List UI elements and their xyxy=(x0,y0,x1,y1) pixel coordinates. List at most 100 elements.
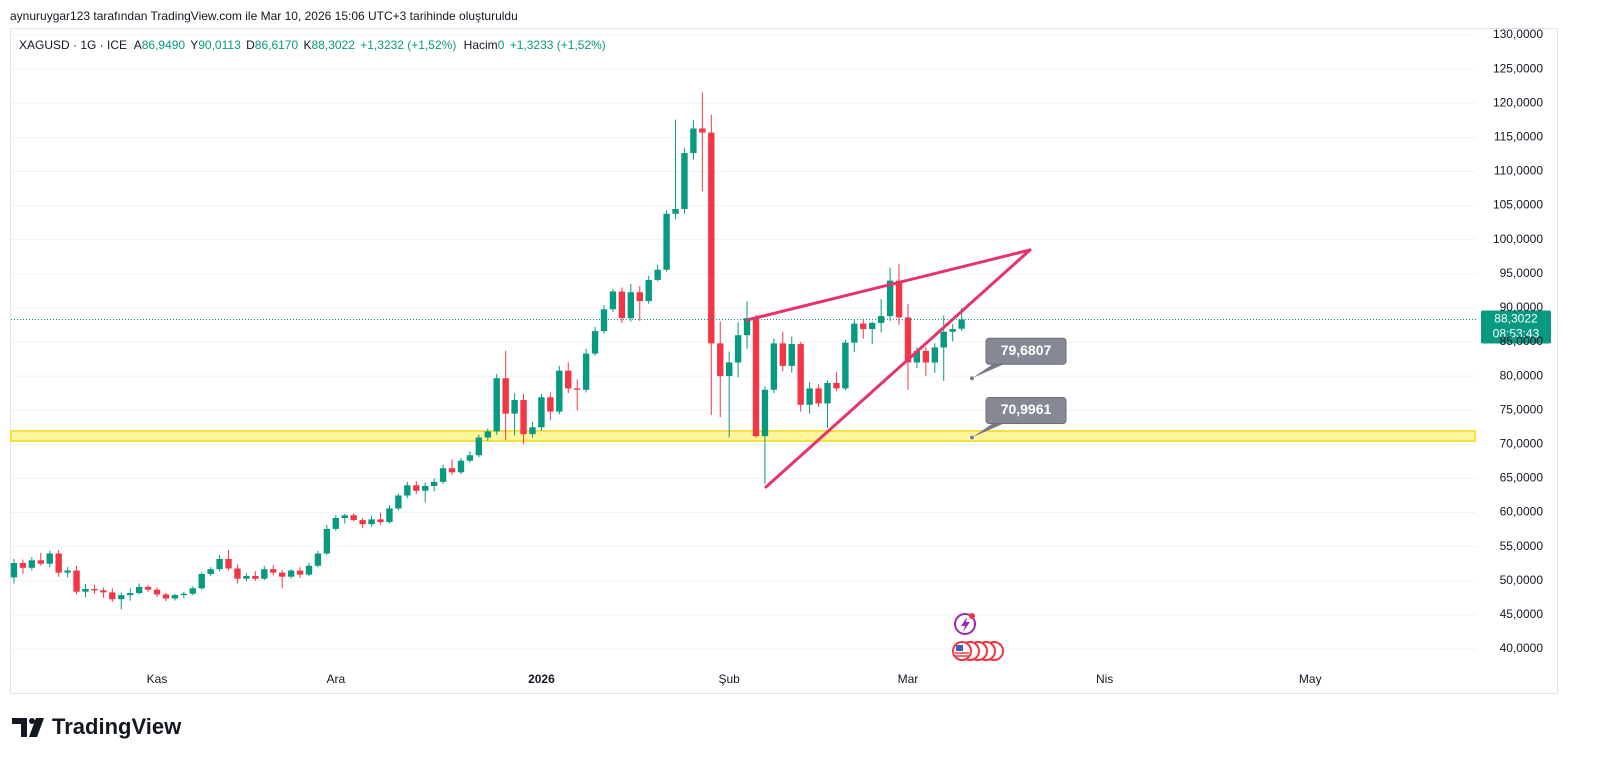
candle-body xyxy=(717,343,724,377)
candle-body xyxy=(118,595,125,600)
y-tick-label: 130,0000 xyxy=(1493,27,1543,41)
candle-body xyxy=(904,317,912,363)
y-tick-label: 85,0000 xyxy=(1500,334,1544,348)
candle-body xyxy=(770,343,778,390)
candle-body xyxy=(28,560,36,568)
logo-mark xyxy=(12,718,27,737)
candle-body xyxy=(958,319,965,329)
candle-body xyxy=(645,279,652,302)
candle-body xyxy=(511,399,518,414)
candle-body xyxy=(341,515,348,519)
candle-body xyxy=(64,570,71,573)
volume-change: +1,3233 (+1,52%) xyxy=(510,38,606,52)
x-tick-label: Nis xyxy=(1096,672,1113,686)
last-price-label: 88,3022 xyxy=(1494,312,1538,326)
event-dot xyxy=(969,613,975,619)
trend-line xyxy=(764,248,1032,489)
candle-body xyxy=(591,331,599,354)
candle-body xyxy=(234,568,241,579)
y-tick-label: 75,0000 xyxy=(1500,402,1544,416)
candle-body xyxy=(404,485,411,496)
candle-body xyxy=(636,292,643,302)
close-value: 88,3022 xyxy=(312,38,356,52)
candle-body xyxy=(663,213,670,270)
x-tick-label: Ara xyxy=(326,672,345,686)
chart-frame xyxy=(10,28,1558,694)
high-value: 90,0113 xyxy=(198,38,241,52)
logo-dot xyxy=(29,718,35,724)
countdown: 08:53:43 xyxy=(1493,327,1540,341)
caption: aynuruygar123 tarafından TradingView.com… xyxy=(10,9,518,23)
candle-body xyxy=(627,292,635,319)
candle-body xyxy=(860,323,867,330)
low-label: D xyxy=(246,38,255,52)
triangle-drawing xyxy=(745,248,1032,489)
candle-body xyxy=(100,590,107,593)
candle-body xyxy=(922,350,930,363)
legend: XAGUSD · 1G · ICE A86,9490 Y90,0113 D86,… xyxy=(19,38,606,52)
candle-body xyxy=(287,570,295,577)
candle-body xyxy=(556,370,563,412)
brand: TradingView xyxy=(52,714,182,739)
trend-line xyxy=(745,248,1032,322)
candle-body xyxy=(153,589,161,595)
candle-body xyxy=(734,335,742,363)
y-tick-label: 115,0000 xyxy=(1494,130,1543,144)
candle-body xyxy=(672,208,679,214)
y-tick-label: 45,0000 xyxy=(1500,607,1544,621)
candle-body xyxy=(91,588,98,591)
logo-mark xyxy=(29,718,44,737)
candle-body xyxy=(55,553,62,573)
candle-body xyxy=(350,515,357,521)
x-tick-label: Mar xyxy=(898,672,919,686)
volume-label: Hacim xyxy=(464,38,498,52)
y-tick-label: 95,0000 xyxy=(1500,266,1544,280)
candle-body xyxy=(895,280,903,318)
candle-body xyxy=(448,468,456,473)
candle-body xyxy=(252,576,259,579)
candle-body xyxy=(305,565,313,575)
x-tick-label: Kas xyxy=(147,672,168,686)
candle-body xyxy=(815,388,822,404)
y-tick-label: 105,0000 xyxy=(1493,198,1543,212)
candle-body xyxy=(788,344,795,366)
candle-body xyxy=(19,563,27,568)
candle-body xyxy=(395,495,402,509)
candle-body xyxy=(725,362,733,377)
x-tick-label: Şub xyxy=(718,672,740,686)
y-tick-label: 65,0000 xyxy=(1500,471,1544,485)
candle-body xyxy=(779,343,787,366)
candle-body xyxy=(806,388,813,405)
candle-body xyxy=(377,519,384,523)
callout-tail xyxy=(972,363,1006,379)
candle-body xyxy=(73,570,80,592)
candle-body xyxy=(931,347,938,363)
support-band xyxy=(10,430,1476,442)
candle-body xyxy=(439,468,447,482)
candle-body xyxy=(368,519,375,525)
candle-body xyxy=(314,553,322,566)
callout-box xyxy=(985,337,1067,365)
event-icons xyxy=(952,613,1004,661)
candle-body xyxy=(708,132,715,344)
candle-body xyxy=(430,481,438,486)
candles xyxy=(10,92,965,610)
candle-body xyxy=(126,593,134,596)
close-label: K xyxy=(304,38,312,52)
candle-body xyxy=(37,560,44,564)
candle-body xyxy=(180,593,188,596)
brand-logo: TradingView xyxy=(12,714,182,739)
low-value: 86,6170 xyxy=(255,38,299,52)
candle-body xyxy=(833,382,840,389)
y-tick-label: 55,0000 xyxy=(1500,539,1544,553)
candle-body xyxy=(600,309,608,332)
candle-body xyxy=(162,594,170,599)
candle-body xyxy=(743,318,751,336)
candle-body xyxy=(466,455,474,461)
candle-body xyxy=(940,331,947,348)
candle-body xyxy=(573,388,581,390)
candle-body xyxy=(886,280,894,317)
candle-body xyxy=(690,128,697,154)
